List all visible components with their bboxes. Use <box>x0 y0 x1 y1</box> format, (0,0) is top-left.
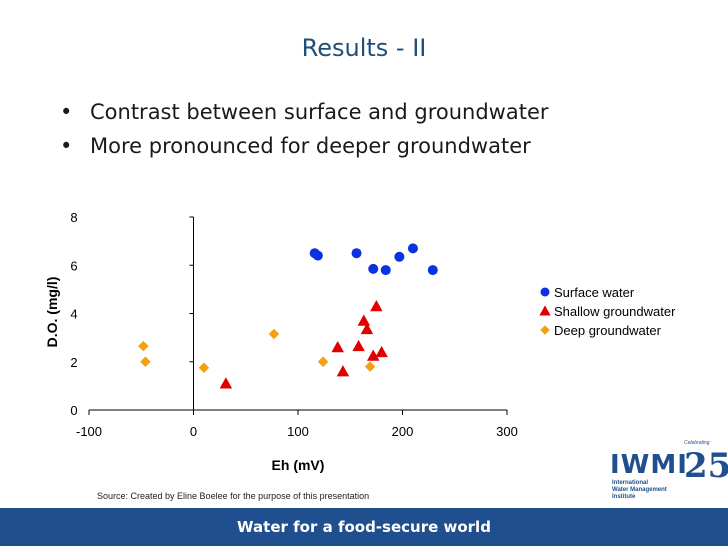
footer-text: Water for a food-secure world <box>237 518 491 536</box>
data-point <box>317 356 329 367</box>
data-point <box>140 356 151 367</box>
y-tick-label: 6 <box>70 258 77 273</box>
x-tick-label: 200 <box>392 424 414 439</box>
y-tick-label: 2 <box>70 355 77 370</box>
logo-subtitle-line: Water Management <box>612 487 667 493</box>
logo-subtitle: International Water Management Institute <box>612 480 667 501</box>
data-point <box>336 365 350 377</box>
data-point <box>360 322 374 335</box>
data-point <box>370 300 383 312</box>
data-point <box>352 339 365 352</box>
y-axis-label: D.O. (mg/l) <box>44 277 60 348</box>
data-point <box>198 362 210 374</box>
data-point <box>351 248 362 259</box>
legend-label: Shallow groundwater <box>554 304 676 319</box>
x-tick-label: -100 <box>76 424 102 439</box>
data-point <box>366 349 380 361</box>
footer-bar: Water for a food-secure world <box>0 508 728 546</box>
x-tick-label: 0 <box>190 424 197 439</box>
logo-anniversary: 25 <box>684 446 728 486</box>
x-tick-label: 100 <box>287 424 309 439</box>
data-point <box>331 341 344 353</box>
data-point <box>375 345 388 358</box>
legend-marker <box>540 325 550 335</box>
data-point <box>268 328 280 340</box>
slide-title: Results - II <box>301 34 427 62</box>
chart-legend: Surface water Shallow groundwater Deep gro… <box>539 285 676 338</box>
iwmi-logo: IWMI International Water Management Inst… <box>606 440 728 501</box>
y-tick-label: 4 <box>70 307 77 322</box>
x-tick-label: 300 <box>496 424 518 439</box>
y-tick-label: 0 <box>70 403 77 418</box>
logo-subtitle-line: International <box>612 480 649 486</box>
legend-label: Deep groundwater <box>554 323 662 338</box>
data-point <box>380 265 391 276</box>
legend-marker <box>539 305 551 316</box>
x-axis-label: Eh (mV) <box>272 457 325 473</box>
logo-name: IWMI <box>610 450 688 480</box>
data-point <box>357 314 371 326</box>
data-point <box>394 251 405 262</box>
bullet-item: More pronounced for deeper groundwater <box>58 129 549 163</box>
data-point <box>312 250 323 261</box>
logo-celebrating: Celebrating <box>684 440 710 446</box>
data-point <box>219 377 233 389</box>
logo-subtitle-line: Institute <box>612 494 636 500</box>
data-point <box>427 265 438 276</box>
chart-axes: -100 0 100 200 300 0 2 4 6 8 <box>70 210 517 439</box>
legend-marker <box>540 287 550 297</box>
data-point <box>368 263 379 274</box>
data-point <box>364 361 376 372</box>
data-point <box>138 340 149 352</box>
bullet-item: Contrast between surface and groundwater <box>58 95 549 129</box>
y-tick-label: 8 <box>70 210 77 225</box>
legend-label: Surface water <box>554 285 635 300</box>
bullet-list: Contrast between surface and groundwater… <box>58 95 549 163</box>
chart-points <box>138 243 438 389</box>
data-point <box>407 243 418 254</box>
source-note: Source: Created by Eline Boelee for the … <box>97 491 370 501</box>
